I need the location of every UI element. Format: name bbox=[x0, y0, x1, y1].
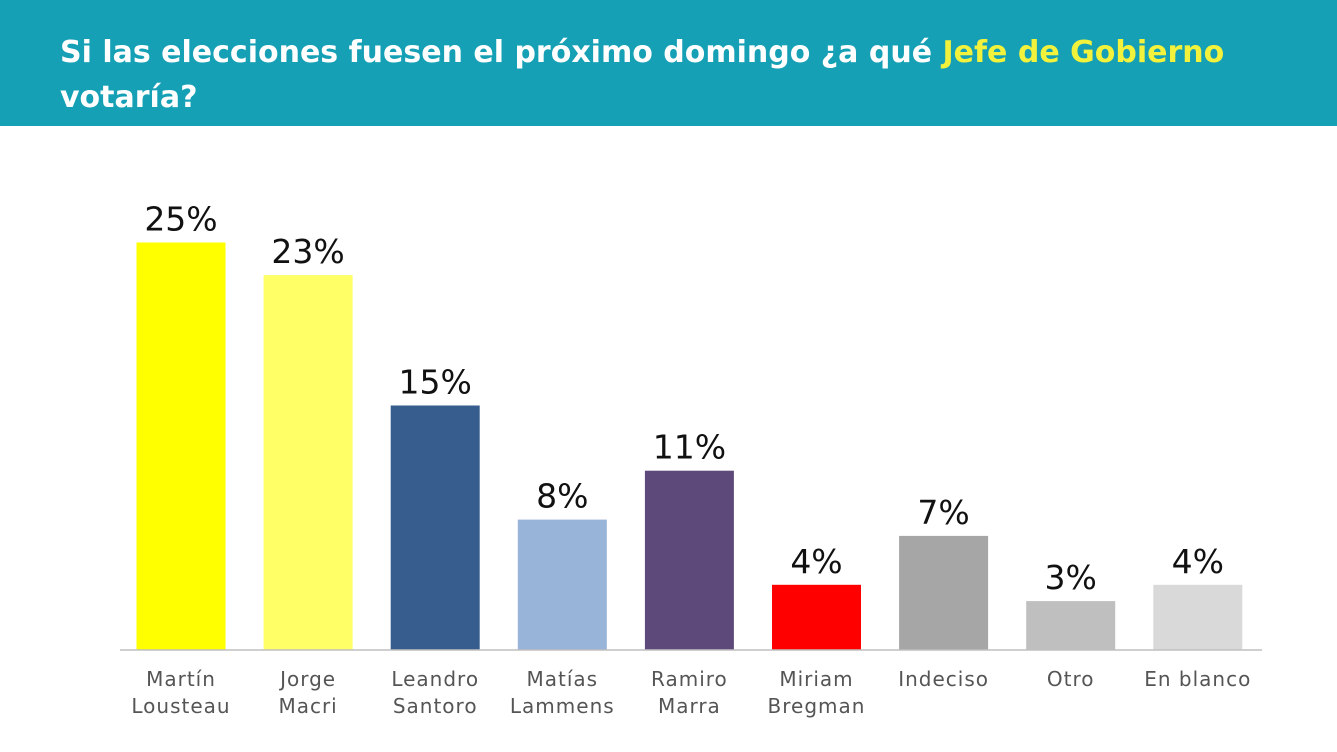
category-label-line: Lousteau bbox=[131, 694, 230, 718]
category-label-line: Otro bbox=[1047, 667, 1095, 691]
category-label-0: Martín Lousteau bbox=[131, 667, 230, 718]
title-text-part1: Si las elecciones fuesen el próximo domi… bbox=[60, 35, 943, 70]
category-label-3: Matías Lammens bbox=[510, 667, 615, 718]
bar-7 bbox=[1026, 601, 1116, 650]
category-label-line: Macri bbox=[278, 694, 337, 718]
bars-group bbox=[136, 242, 1243, 650]
bar-6 bbox=[899, 535, 989, 650]
category-label-5: Miriam Bregman bbox=[768, 667, 866, 718]
title-text-part2: votaría? bbox=[60, 80, 198, 115]
value-labels-group: 25% 23% 15% 8% 11% 4% 7% 3% 4% bbox=[144, 200, 1224, 598]
value-label-8: 4% bbox=[1172, 542, 1224, 581]
category-label-line: Ramiro bbox=[651, 667, 728, 691]
value-label-1: 23% bbox=[271, 232, 344, 271]
bar-0 bbox=[136, 242, 226, 650]
bar-chart: Martín Lousteau Jorge Macri Leandro Santoro Ma… bbox=[120, 200, 1262, 718]
category-label-line: Bregman bbox=[768, 694, 866, 718]
category-label-line: Marra bbox=[658, 694, 721, 718]
category-label-line: Matías bbox=[527, 667, 599, 691]
category-label-8: En blanco bbox=[1144, 667, 1251, 691]
value-label-2: 15% bbox=[399, 363, 472, 402]
value-label-6: 7% bbox=[917, 493, 969, 532]
category-label-line: En blanco bbox=[1144, 667, 1251, 691]
category-label-line: Miriam bbox=[779, 667, 853, 691]
category-label-7: Otro bbox=[1047, 667, 1095, 691]
value-label-4: 11% bbox=[653, 428, 726, 467]
bar-1 bbox=[263, 275, 353, 650]
category-label-line: Lammens bbox=[510, 694, 615, 718]
value-label-7: 3% bbox=[1045, 558, 1097, 597]
category-label-line: Santoro bbox=[393, 694, 478, 718]
category-label-4: Ramiro Marra bbox=[651, 667, 728, 718]
category-label-6: Indeciso bbox=[898, 667, 989, 691]
chart-header: Si las elecciones fuesen el próximo domi… bbox=[0, 0, 1337, 126]
category-label-line: Jorge bbox=[278, 667, 336, 691]
category-labels-group: Martín Lousteau Jorge Macri Leandro Santoro Ma… bbox=[131, 667, 1251, 718]
value-label-0: 25% bbox=[144, 200, 217, 239]
category-label-2: Leandro Santoro bbox=[391, 667, 479, 718]
bar-8 bbox=[1153, 584, 1243, 650]
category-label-line: Indeciso bbox=[898, 667, 989, 691]
chart-title: Si las elecciones fuesen el próximo domi… bbox=[60, 30, 1300, 120]
bar-5 bbox=[772, 584, 861, 650]
bar-3 bbox=[517, 519, 607, 650]
bar-2 bbox=[390, 405, 480, 650]
category-label-1: Jorge Macri bbox=[278, 667, 338, 718]
category-label-line: Martín bbox=[146, 667, 216, 691]
value-label-3: 8% bbox=[536, 477, 588, 516]
bar-4 bbox=[644, 470, 734, 650]
title-highlight: Jefe de Gobierno bbox=[942, 35, 1225, 70]
category-label-line: Leandro bbox=[391, 667, 479, 691]
value-label-5: 4% bbox=[790, 542, 842, 581]
